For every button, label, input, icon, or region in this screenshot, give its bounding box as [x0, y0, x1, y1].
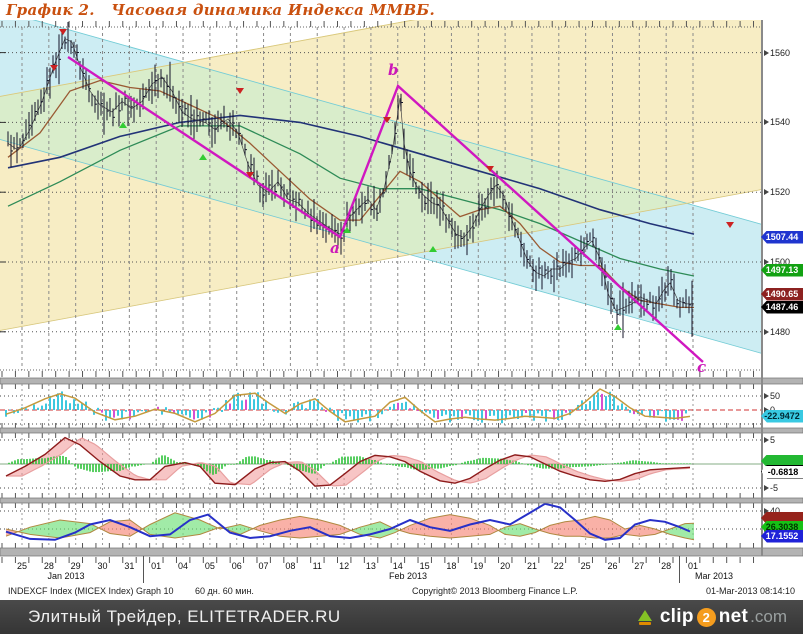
panel-separator — [0, 497, 803, 504]
footer-bar: Элитный Трейдер, ELITETRADER.RU clip 2 n… — [0, 600, 803, 634]
panel-separator — [0, 377, 803, 385]
sell-signal-icon — [486, 166, 494, 172]
buy-signal-icon — [614, 324, 622, 330]
channel-edge-line — [0, 139, 762, 354]
panel-separator — [0, 547, 803, 557]
sell-signal-icon — [383, 117, 391, 123]
buy-signal-icon — [429, 246, 437, 252]
copyright-label: Copyright© 2013 Bloomberg Finance L.P. — [412, 586, 578, 596]
buy-signal-icon — [199, 154, 207, 160]
channel-overlap-fill — [0, 61, 687, 255]
chart-graphics — [0, 20, 803, 600]
up-arrow-icon — [637, 609, 652, 625]
sell-signal-icon — [50, 65, 58, 71]
instrument-label: INDEXCF Index (MICEX Index) Graph 10 — [8, 586, 174, 596]
adx-line — [5, 502, 691, 541]
di-minus-area — [538, 516, 662, 538]
buy-signal-icon — [119, 122, 127, 128]
sell-signal-icon — [246, 172, 254, 178]
elliott-wave-line — [67, 55, 704, 363]
sell-signal-icon — [236, 88, 244, 94]
datetime-label: 01-Mar-2013 08:14:10 — [705, 586, 795, 596]
di-plus-area — [16, 520, 98, 538]
oscillator-line — [5, 388, 691, 423]
ma-mid-green — [7, 125, 695, 277]
macd-line — [5, 436, 691, 487]
page-title: График 2. Часовая динамика Индекса ММВБ. — [6, 1, 436, 19]
logo-net: net — [718, 606, 749, 627]
clip2net-logo[interactable]: clip 2 net .com — [637, 606, 787, 628]
logo-two-badge: 2 — [696, 607, 716, 627]
di-plus-area — [350, 521, 398, 538]
di-plus-line — [5, 512, 695, 539]
channel-edge-line — [32, 20, 762, 225]
di-plus-area — [662, 523, 694, 540]
channel-edge-line — [0, 189, 762, 331]
logo-clip: clip — [659, 606, 694, 627]
buy-signal-icon — [343, 227, 351, 233]
logo-com: .com — [750, 607, 787, 626]
di-minus-area — [98, 520, 142, 537]
sell-signal-icon — [726, 222, 734, 228]
period-label: 60 дн. 60 мин. — [195, 586, 254, 596]
sell-signal-icon — [59, 29, 67, 35]
macd-signal-line — [6, 437, 691, 487]
panel-separator — [0, 427, 803, 434]
di-minus-area — [398, 514, 498, 538]
channel-edge-line — [0, 20, 416, 97]
site-label: Элитный Трейдер, ELITETRADER.RU — [28, 607, 341, 626]
ma-slow-navy — [7, 114, 695, 235]
